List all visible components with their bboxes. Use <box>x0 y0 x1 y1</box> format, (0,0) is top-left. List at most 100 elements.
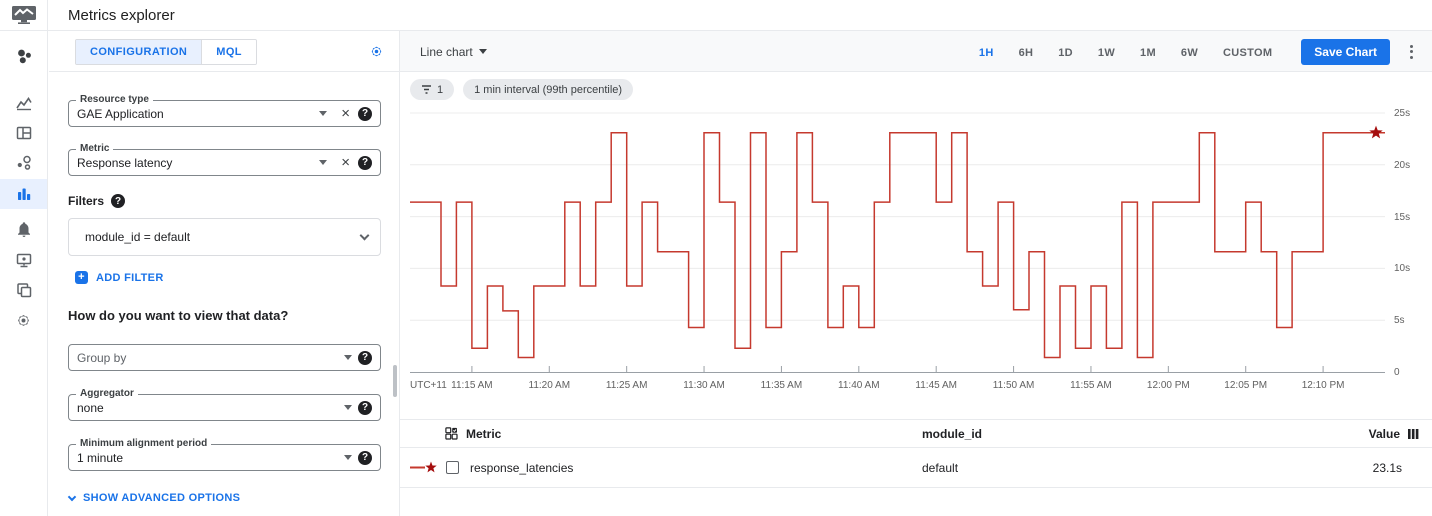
dropdown-caret-icon[interactable] <box>344 405 352 410</box>
y-tick-label: 0 <box>1394 367 1400 378</box>
help-icon[interactable]: ? <box>111 194 126 208</box>
dashboards-icon <box>16 126 31 140</box>
app-bar: Metrics explorer <box>0 0 1432 31</box>
help-icon[interactable]: ? <box>358 350 372 365</box>
resource-type-label: Resource type <box>76 95 153 105</box>
range-button-custom[interactable]: CUSTOM <box>1223 46 1273 59</box>
legend-table: Metric module_id Value response_latencie… <box>400 419 1432 488</box>
nav-item-alerting[interactable] <box>0 215 47 243</box>
table-row[interactable]: response_latencies default 23.1s <box>400 448 1432 488</box>
aggregator-label: Aggregator <box>76 389 138 399</box>
monitoring-monitor-icon <box>11 6 36 24</box>
y-tick-label: 15s <box>1394 211 1411 223</box>
monitoring-logo[interactable] <box>0 0 48 30</box>
clear-icon[interactable]: × <box>341 154 350 171</box>
help-icon[interactable]: ? <box>358 155 372 170</box>
more-options-icon[interactable] <box>1404 43 1418 61</box>
dropdown-caret-icon[interactable] <box>319 111 328 116</box>
nav-item-dashboards[interactable] <box>0 119 47 147</box>
filter-count-chip[interactable]: 1 <box>410 79 455 100</box>
nav-item-uptime-checks[interactable] <box>0 246 47 274</box>
y-tick-label: 25s <box>1394 108 1411 119</box>
chip-row: 1 1 min interval (99th percentile) <box>410 79 634 100</box>
row-metric-name: response_latencies <box>470 460 574 475</box>
clear-icon[interactable]: × <box>341 105 350 122</box>
range-button-1d[interactable]: 1D <box>1058 46 1073 59</box>
x-tick-label: 11:20 AM <box>528 380 571 391</box>
y-tick-label: 5s <box>1394 315 1405 327</box>
metric-field[interactable]: Metric Response latency × ? <box>68 144 381 176</box>
add-icon: + <box>75 271 88 284</box>
row-checkbox[interactable] <box>446 461 459 474</box>
show-advanced-options-button[interactable]: SHOW ADVANCED OPTIONS <box>67 492 240 504</box>
group-by-field[interactable]: Group by ? <box>68 344 381 371</box>
dropdown-caret-icon[interactable] <box>319 160 328 165</box>
save-chart-button[interactable]: Save Chart <box>1301 38 1390 65</box>
nav-item-metrics-explorer[interactable] <box>0 179 47 209</box>
alignment-period-value: 1 minute <box>77 450 124 465</box>
chevron-down-icon <box>359 230 370 240</box>
add-filter-button[interactable]: + ADD FILTER <box>75 271 164 284</box>
panel-scrollbar[interactable] <box>393 365 397 397</box>
chart-toolbar: Line chart 1H 6H 1D 1W 1M 6W CUSTOM Save Chart <box>400 31 1432 72</box>
y-axis-labels: 25s 20s 15s 10s 5s 0 <box>1392 105 1430 378</box>
series-marker-icon <box>410 461 437 473</box>
range-button-1w[interactable]: 1W <box>1097 46 1116 59</box>
resource-type-field[interactable]: Resource type GAE Application × ? <box>68 95 381 127</box>
nav-item-settings[interactable] <box>0 306 47 334</box>
range-button-1h[interactable]: 1H <box>978 46 994 59</box>
metric-value: Response latency <box>77 155 173 170</box>
timezone-label: UTC+11 <box>410 380 447 391</box>
configuration-panel: CONFIGURATION MQL Resource type GAE Appl… <box>49 31 400 516</box>
x-tick-label: 11:35 AM <box>760 380 803 391</box>
nav-item-overview[interactable] <box>0 42 47 70</box>
row-module-id: default <box>922 460 959 475</box>
dropdown-caret-icon <box>478 49 487 54</box>
time-range-group: 1H 6H 1D 1W 1M 6W CUSTOM <box>979 45 1297 59</box>
interval-chip[interactable]: 1 min interval (99th percentile) <box>463 79 634 100</box>
col-header-value: Value <box>1368 426 1400 441</box>
legend-grid-icon[interactable] <box>445 427 458 440</box>
uptime-monitor-icon <box>16 253 31 268</box>
columns-icon[interactable] <box>1407 428 1419 440</box>
page-title: Metrics explorer <box>68 6 175 24</box>
row-value: 23.1s <box>1372 460 1402 475</box>
tab-configuration[interactable]: CONFIGURATION <box>76 40 202 64</box>
dropdown-caret-icon[interactable] <box>344 355 352 360</box>
x-tick-label: 11:40 AM <box>838 380 880 391</box>
chart-type-dropdown[interactable]: Line chart <box>420 31 487 72</box>
dropdown-caret-icon[interactable] <box>344 455 352 460</box>
range-button-1m[interactable]: 1M <box>1140 46 1156 59</box>
help-icon[interactable]: ? <box>358 400 372 415</box>
line-chart-plot[interactable] <box>410 105 1385 377</box>
overview-cluster-icon <box>17 49 31 64</box>
config-settings-gear-icon[interactable] <box>369 44 384 59</box>
trend-chart-icon <box>15 97 32 111</box>
nav-item-services[interactable] <box>0 149 47 177</box>
x-tick-label: 11:30 AM <box>683 380 725 391</box>
alignment-period-field[interactable]: Minimum alignment period 1 minute ? <box>68 439 381 471</box>
x-tick-label: 12:00 PM <box>1146 380 1190 391</box>
range-button-6h[interactable]: 6H <box>1018 46 1034 59</box>
left-nav-rail <box>0 31 48 516</box>
filter-funnel-icon <box>422 85 431 94</box>
help-icon[interactable]: ? <box>358 450 372 465</box>
x-tick-label: 11:15 AM <box>451 380 493 391</box>
filter-chip-row[interactable]: module_id = default <box>68 218 381 256</box>
x-tick-label: 12:10 PM <box>1301 380 1345 391</box>
nav-item-metrics[interactable] <box>0 89 47 117</box>
col-header-metric: Metric <box>466 426 502 441</box>
filter-expression: module_id = default <box>85 230 191 244</box>
chart-panel: Line chart 1H 6H 1D 1W 1M 6W CUSTOM Save Chart… <box>400 31 1432 516</box>
tab-mql[interactable]: MQL <box>201 40 256 64</box>
col-header-module-id: module_id <box>922 426 983 441</box>
help-icon[interactable]: ? <box>358 106 372 121</box>
groups-icon <box>16 283 31 298</box>
nav-item-groups[interactable] <box>0 276 47 304</box>
services-icon <box>17 155 31 170</box>
x-axis-labels: UTC+11 11:15 AM 11:20 AM 11:25 AM 11:30 AM 1… <box>410 380 1385 393</box>
aggregator-field[interactable]: Aggregator none ? <box>68 389 381 421</box>
filters-section-label: Filters ? <box>68 194 126 208</box>
range-button-6w[interactable]: 6W <box>1180 46 1199 59</box>
table-header-row: Metric module_id Value <box>400 419 1432 448</box>
